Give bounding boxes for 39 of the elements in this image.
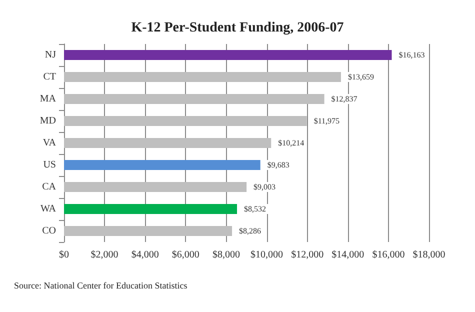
x-tick-label: $6,000 (172, 250, 200, 260)
x-tick-label: $0 (59, 250, 69, 260)
data-label: $9,683 (267, 160, 290, 170)
data-label: $10,214 (278, 138, 304, 148)
y-tick-label: CT (43, 72, 56, 82)
y-tick-label: MD (40, 116, 56, 126)
x-tick-label: $2,000 (90, 250, 118, 260)
bar (64, 182, 247, 192)
y-tick-label: NJ (44, 50, 56, 60)
data-label: $13,659 (348, 72, 374, 82)
y-tick-label: MA (40, 94, 57, 104)
bar (64, 204, 238, 214)
x-tick-label: $18,000 (412, 250, 446, 260)
bar (64, 94, 324, 104)
data-label: $8,286 (239, 226, 262, 236)
x-tick-label: $8,000 (212, 250, 240, 260)
x-tick-label: $14,000 (332, 250, 364, 260)
chart-title: K-12 Per-Student Funding, 2006-07 (131, 20, 344, 36)
y-tick-label: VA (42, 138, 57, 148)
y-tick-label: CA (42, 182, 57, 192)
data-label: $8,532 (244, 204, 266, 214)
x-tick-label: $16,000 (372, 250, 405, 260)
bar (64, 72, 341, 82)
source-note: Source: National Center for Education Statistics (14, 280, 188, 290)
data-label: $16,163 (398, 50, 425, 60)
bar (64, 138, 272, 148)
bar (64, 50, 392, 60)
y-tick-label: US (43, 160, 56, 170)
data-label: $12,837 (331, 94, 358, 104)
x-tick-label: $10,000 (250, 250, 284, 260)
data-label: $9,003 (254, 182, 276, 192)
bar (64, 160, 260, 170)
bar (64, 226, 232, 236)
x-tick-label: $12,000 (291, 250, 324, 260)
y-tick-label: WA (40, 204, 57, 214)
data-label: $11,975 (314, 116, 340, 126)
y-tick-label: CO (42, 226, 56, 236)
x-tick-label: $4,000 (131, 250, 159, 260)
bar (64, 116, 307, 126)
